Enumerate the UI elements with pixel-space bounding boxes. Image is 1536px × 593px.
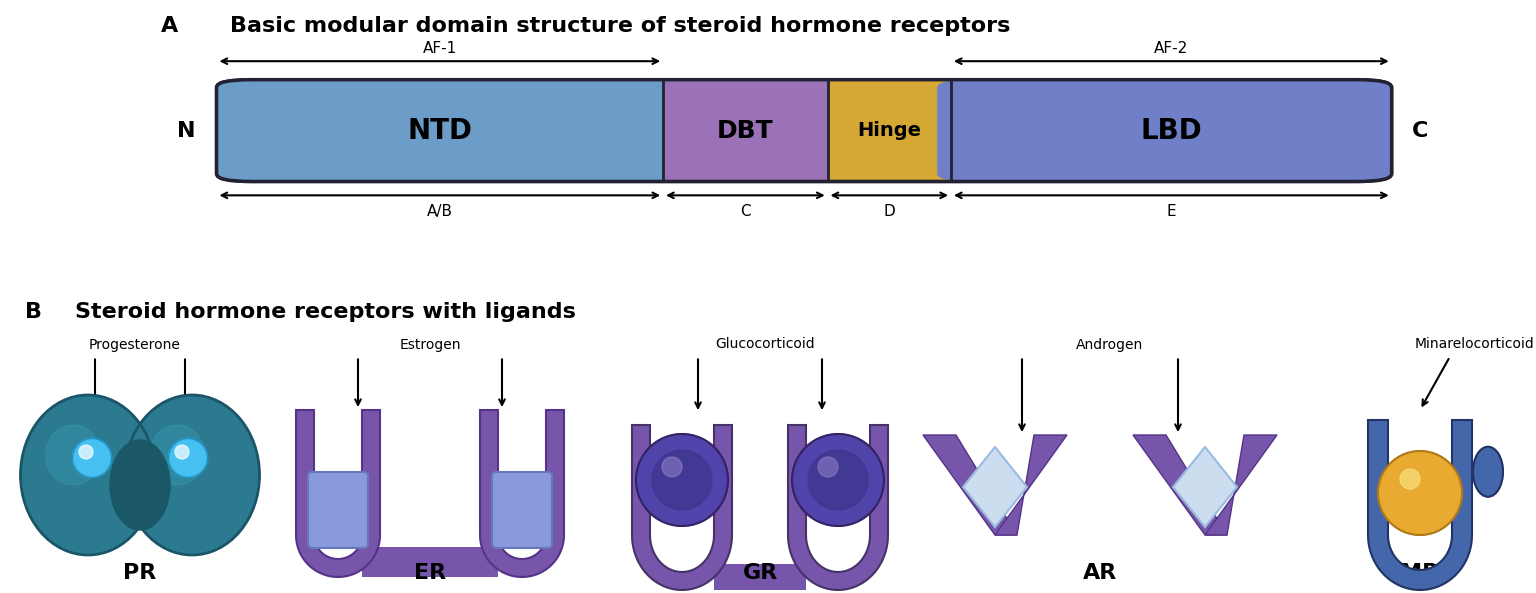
Circle shape — [793, 434, 885, 526]
Circle shape — [72, 438, 112, 477]
Circle shape — [662, 457, 682, 477]
FancyBboxPatch shape — [217, 79, 1392, 181]
Polygon shape — [788, 425, 888, 590]
Text: PR: PR — [123, 563, 157, 583]
Text: AR: AR — [1083, 563, 1117, 583]
Text: A/B: A/B — [427, 204, 453, 219]
Polygon shape — [1206, 435, 1276, 535]
Ellipse shape — [1473, 447, 1504, 497]
Bar — [362, 547, 498, 577]
Text: Basic modular domain structure of steroid hormone receptors: Basic modular domain structure of steroi… — [230, 17, 1011, 37]
Ellipse shape — [111, 440, 170, 530]
Bar — [664, 79, 828, 181]
Text: C: C — [740, 204, 751, 219]
Circle shape — [651, 450, 713, 510]
Bar — [828, 79, 951, 181]
Text: Minarelocorticoid: Minarelocorticoid — [1415, 337, 1534, 352]
Circle shape — [169, 438, 207, 477]
Ellipse shape — [149, 425, 204, 485]
Text: Estrogen: Estrogen — [399, 337, 461, 352]
Circle shape — [819, 457, 839, 477]
Text: AF-2: AF-2 — [1154, 41, 1189, 56]
Text: MR: MR — [1401, 563, 1439, 583]
Polygon shape — [1174, 447, 1236, 527]
Polygon shape — [963, 447, 1028, 527]
Text: A: A — [161, 17, 178, 37]
Polygon shape — [296, 410, 379, 577]
FancyBboxPatch shape — [217, 79, 697, 181]
FancyBboxPatch shape — [937, 79, 1392, 181]
Text: Steroid hormone receptors with ligands: Steroid hormone receptors with ligands — [75, 301, 576, 321]
Circle shape — [1399, 469, 1419, 489]
Text: D: D — [883, 204, 895, 219]
Text: Glucocorticoid: Glucocorticoid — [716, 337, 814, 352]
Text: Androgen: Androgen — [1077, 337, 1144, 352]
Polygon shape — [1369, 420, 1471, 590]
Polygon shape — [1134, 435, 1227, 535]
FancyBboxPatch shape — [309, 472, 369, 548]
Text: Hinge: Hinge — [857, 121, 922, 140]
Text: E: E — [1166, 204, 1177, 219]
Text: C: C — [1413, 120, 1428, 141]
Text: ER: ER — [413, 563, 445, 583]
Circle shape — [808, 450, 868, 510]
Circle shape — [175, 445, 189, 459]
Text: AF-1: AF-1 — [422, 41, 456, 56]
Text: LBD: LBD — [1140, 117, 1203, 145]
Text: DBT: DBT — [717, 119, 774, 142]
Ellipse shape — [124, 395, 260, 555]
Text: NTD: NTD — [407, 117, 473, 145]
Bar — [714, 564, 806, 590]
Polygon shape — [479, 410, 564, 577]
Circle shape — [1378, 451, 1462, 535]
Polygon shape — [995, 435, 1068, 535]
Circle shape — [78, 445, 94, 459]
Ellipse shape — [46, 425, 100, 485]
Polygon shape — [923, 435, 1017, 535]
Circle shape — [636, 434, 728, 526]
Polygon shape — [631, 425, 733, 590]
FancyBboxPatch shape — [492, 472, 551, 548]
Text: Progesterone: Progesterone — [89, 337, 181, 352]
Text: N: N — [177, 120, 195, 141]
Text: GR: GR — [742, 563, 777, 583]
Text: B: B — [25, 301, 41, 321]
Ellipse shape — [20, 395, 155, 555]
